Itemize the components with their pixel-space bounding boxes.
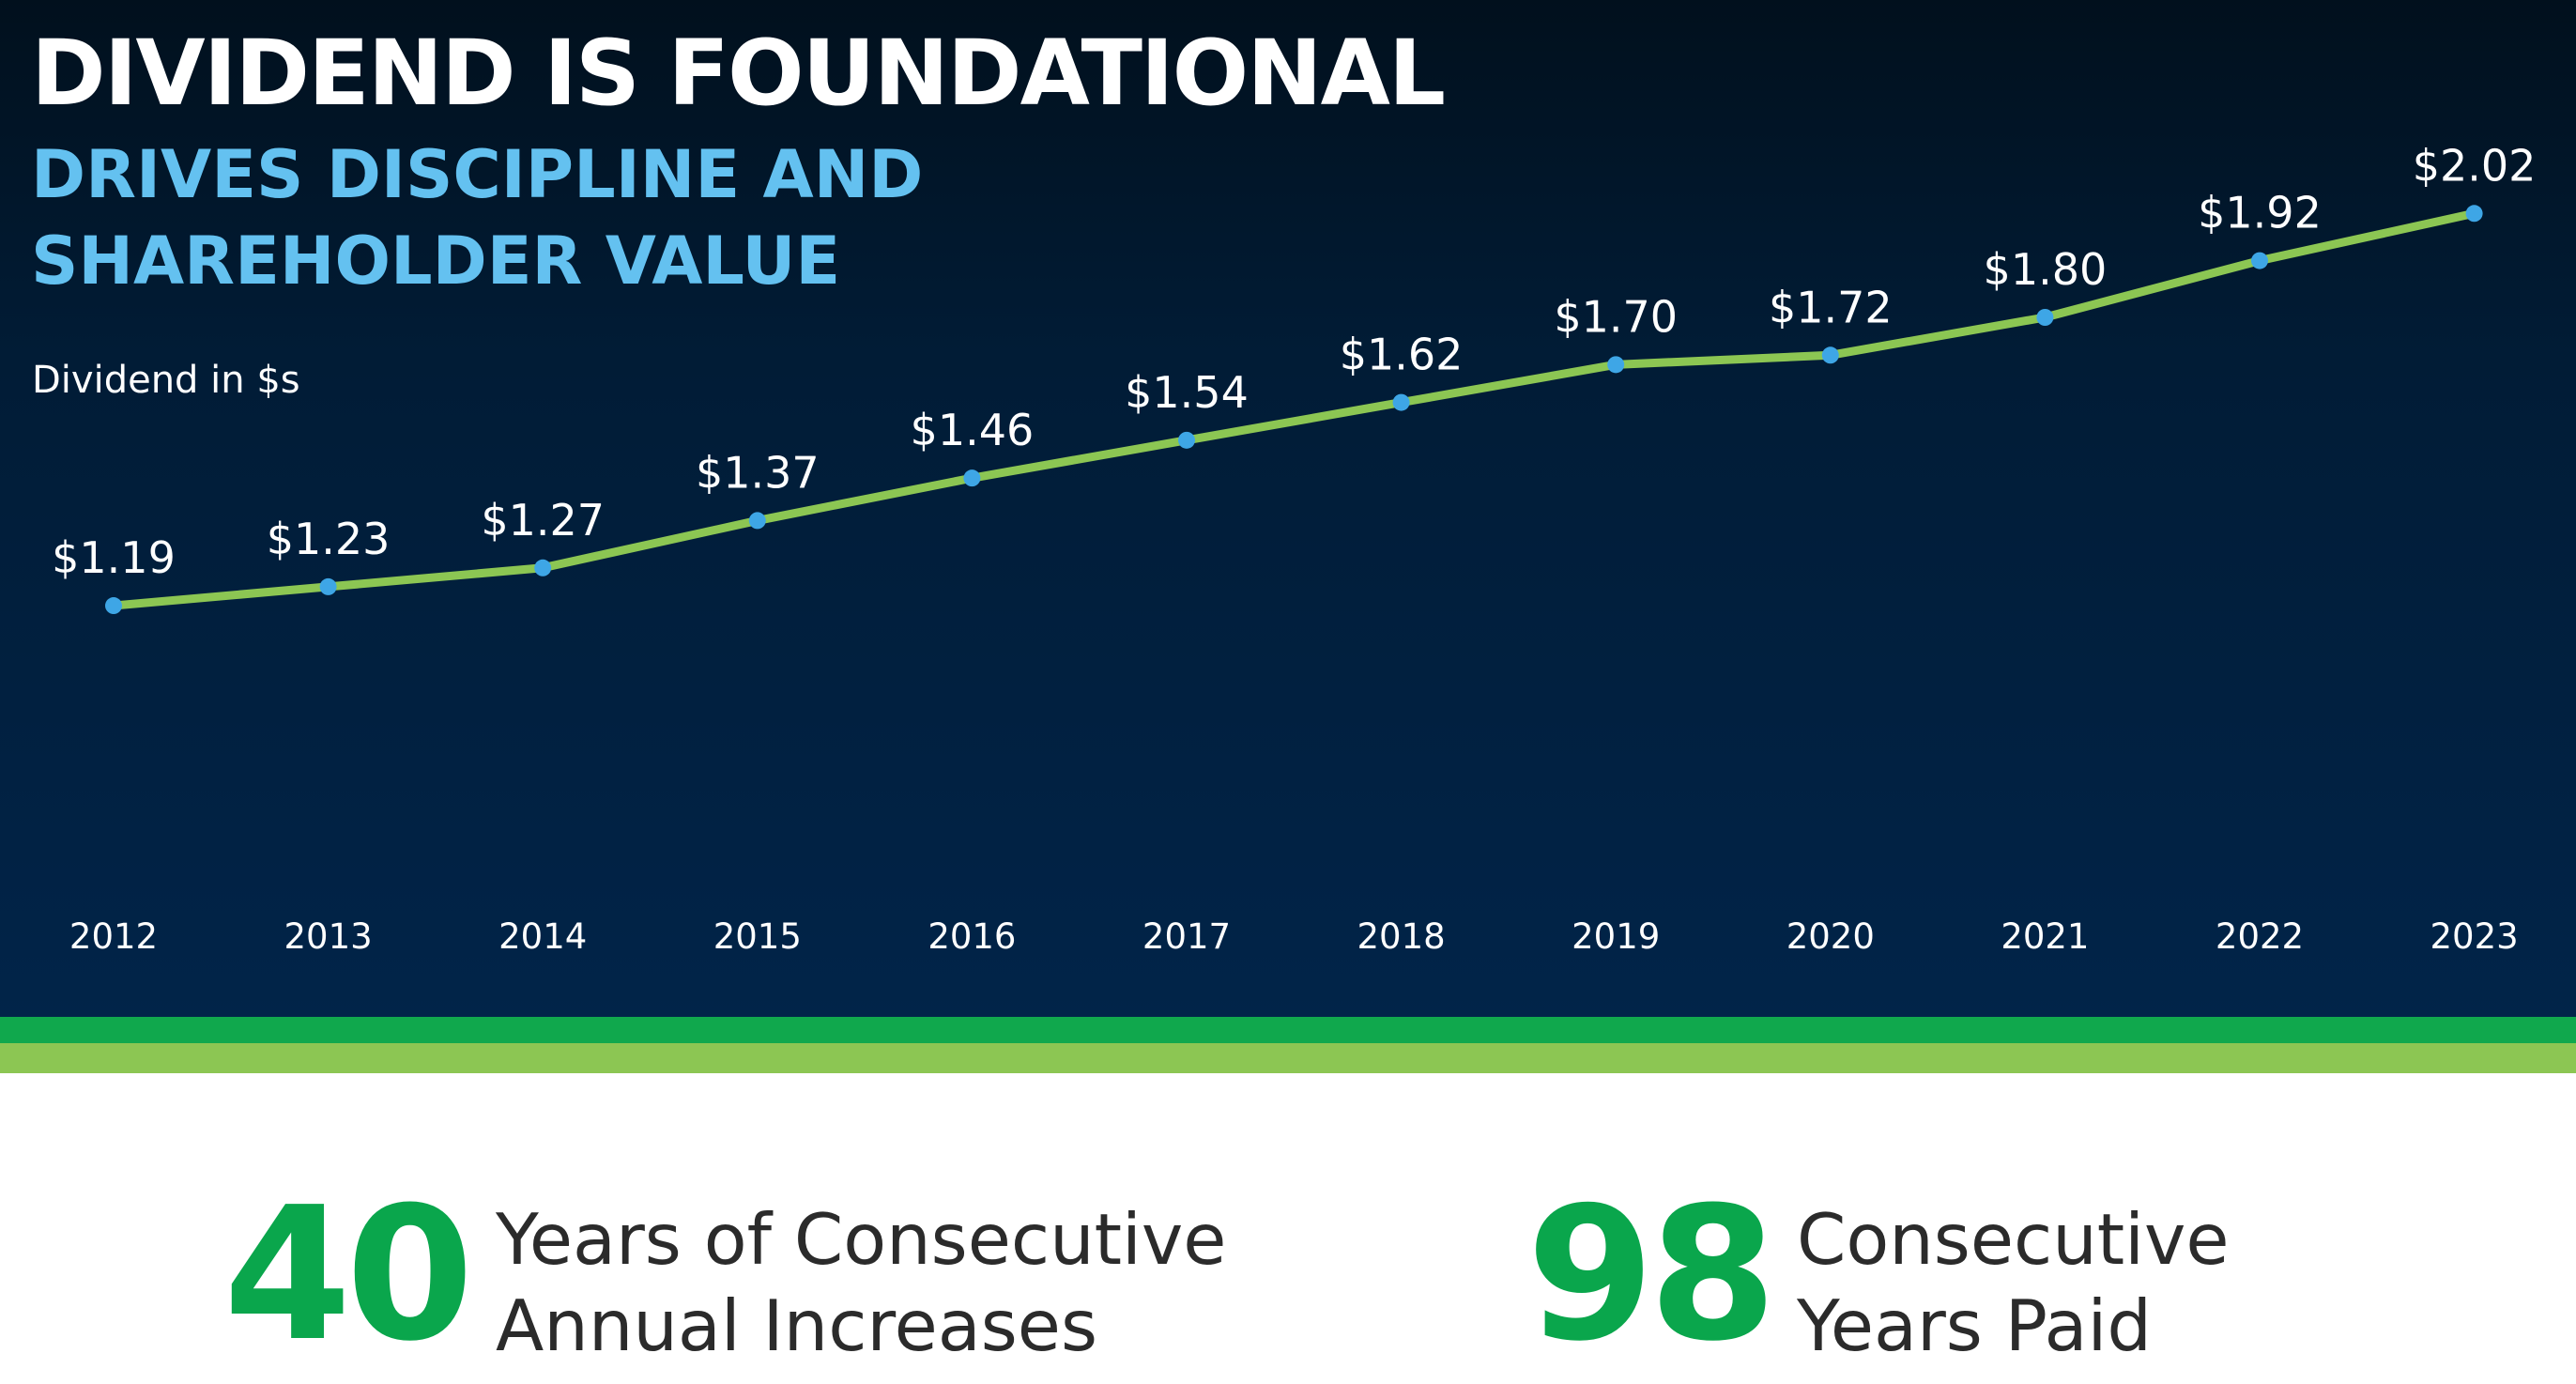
stat-label-line-2: Annual Increases — [496, 1284, 1098, 1367]
x-tick-label-2017: 2017 — [1142, 916, 1231, 957]
data-point-2014 — [534, 559, 552, 577]
stat-label-line-1: Consecutive — [1797, 1198, 2230, 1281]
line-segment-2018-2019 — [1397, 360, 1620, 408]
data-label-2015: $1.37 — [696, 447, 820, 498]
dividend-line-chart: Dividend in $s $1.19 $1.23 $1.27 $1.37 $1.46… — [32, 140, 2537, 957]
data-label-2017: $1.54 — [1125, 367, 1249, 418]
x-tick-label-2022: 2022 — [2216, 916, 2304, 957]
stat-label-line-2: Years Paid — [1797, 1284, 2152, 1367]
line-segment-2013-2014 — [324, 563, 547, 592]
line-segment-2015-2016 — [753, 473, 976, 525]
page-title: DIVIDEND IS FOUNDATIONAL — [31, 21, 1446, 126]
data-label-2013: $1.23 — [267, 514, 391, 564]
data-point-2013 — [319, 577, 337, 595]
data-label-2012: $1.19 — [52, 532, 176, 583]
data-label-2014: $1.27 — [481, 495, 605, 546]
data-point-2021 — [2036, 309, 2054, 326]
line-segment-2014-2015 — [538, 515, 762, 573]
x-tick-label-2015: 2015 — [713, 916, 802, 957]
x-tick-label-2019: 2019 — [1572, 916, 1660, 957]
page-subtitle: DRIVES DISCIPLINE AND SHAREHOLDER VALUE — [31, 131, 923, 304]
data-point-2019 — [1607, 356, 1625, 374]
line-segment-2022-2023 — [2255, 208, 2479, 266]
data-label-2016: $1.46 — [911, 405, 1035, 455]
x-tick-label-2021: 2021 — [2001, 916, 2089, 957]
line-segment-2021-2022 — [2040, 256, 2264, 322]
data-point-2012 — [105, 597, 122, 615]
data-point-2018 — [1392, 393, 1410, 411]
line-segment-2012-2013 — [109, 582, 333, 610]
data-label-2023: $2.02 — [2413, 140, 2537, 191]
stat-label-line-1: Years of Consecutive — [496, 1198, 1227, 1281]
data-point-2016 — [963, 469, 981, 487]
x-tick-label-2020: 2020 — [1786, 916, 1875, 957]
stat-label-years-paid: Consecutive Years Paid — [1797, 1196, 2230, 1369]
data-label-2021: $1.80 — [1984, 244, 2108, 295]
x-tick-label-2016: 2016 — [928, 916, 1016, 957]
stat-label-years-increases: Years of Consecutive Annual Increases — [496, 1196, 1226, 1369]
x-tick-label-2013: 2013 — [284, 916, 373, 957]
data-point-2020 — [1821, 346, 1839, 364]
data-label-2019: $1.70 — [1554, 291, 1678, 342]
x-tick-label-2012: 2012 — [69, 916, 158, 957]
data-label-2018: $1.62 — [1340, 330, 1464, 380]
data-label-2022: $1.92 — [2198, 188, 2322, 238]
line-segment-2017-2018 — [1182, 398, 1406, 445]
divider-stripe-light-green — [0, 1043, 2576, 1073]
stat-number-years-increases: 40 — [223, 1168, 474, 1382]
data-point-2017 — [1178, 431, 1195, 449]
x-tick-label-2018: 2018 — [1357, 916, 1446, 957]
divider-stripe-green — [0, 1017, 2576, 1043]
chart-panel: DIVIDEND IS FOUNDATIONAL DRIVES DISCIPLI… — [0, 0, 2576, 1017]
data-point-2023 — [2465, 205, 2483, 223]
stat-number-years-paid: 98 — [1526, 1168, 1777, 1382]
y-axis-label: Dividend in $s — [32, 359, 300, 402]
line-segment-2016-2017 — [967, 436, 1191, 483]
subtitle-line-2: SHAREHOLDER VALUE — [31, 223, 841, 300]
data-label-2020: $1.72 — [1769, 282, 1893, 332]
x-tick-label-2023: 2023 — [2430, 916, 2519, 957]
line-segment-2020-2021 — [1826, 313, 2049, 360]
line-segment-2019-2020 — [1611, 350, 1835, 369]
data-point-2022 — [2251, 252, 2268, 269]
subtitle-line-1: DRIVES DISCIPLINE AND — [31, 136, 924, 213]
data-point-2015 — [748, 512, 766, 530]
x-tick-label-2014: 2014 — [498, 916, 587, 957]
